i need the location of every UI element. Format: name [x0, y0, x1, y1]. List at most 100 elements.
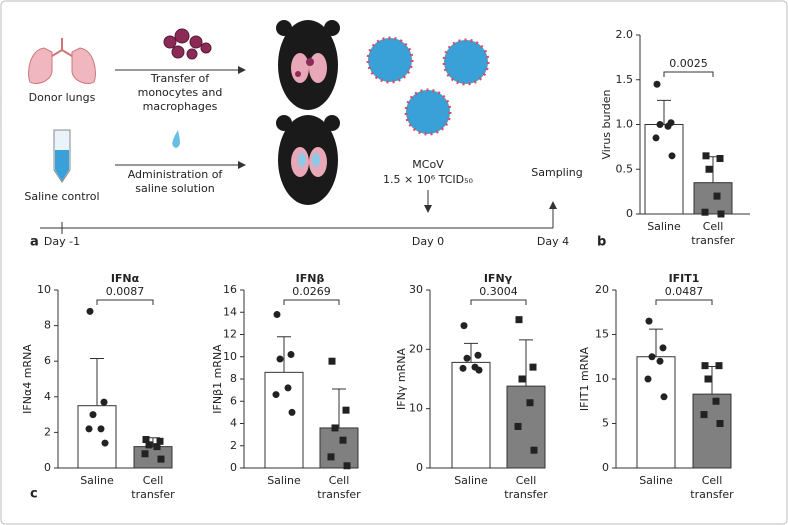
point — [475, 366, 483, 374]
x-tick-label: Saline — [647, 220, 681, 233]
point — [702, 152, 710, 160]
point — [701, 362, 709, 370]
droplet-icon — [172, 130, 180, 148]
x-tick-label: Cell transfer — [504, 474, 548, 501]
y-tick-label: 4 — [44, 390, 51, 403]
point — [86, 307, 94, 315]
point — [656, 121, 664, 128]
point — [530, 446, 538, 454]
y-tick-label: 1.5 — [616, 73, 634, 86]
point — [648, 353, 656, 361]
point — [700, 411, 708, 419]
label: Sampling — [531, 166, 583, 179]
x-tick-label: Saline — [454, 474, 488, 487]
point — [716, 155, 724, 163]
label: Saline control — [24, 190, 99, 203]
point — [339, 436, 347, 444]
p-value: 0.0025 — [669, 57, 708, 70]
x-tick-label: Saline — [639, 474, 673, 487]
y-axis-label: IFNγ mRNA — [395, 348, 408, 410]
error-bar — [657, 99, 671, 125]
day-label: Day 4 — [537, 235, 569, 248]
bracket — [663, 71, 714, 77]
error-bar — [464, 342, 478, 363]
y-axis-label: IFNβ1 mRNA — [211, 344, 224, 414]
p-value: 0.0487 — [665, 285, 704, 298]
point — [645, 317, 653, 325]
point — [664, 122, 672, 130]
chart-title: IFNα — [111, 272, 140, 285]
y-axis-label: IFNα4 mRNA — [21, 344, 34, 414]
point — [272, 391, 280, 399]
y-tick-label: 0 — [230, 461, 237, 474]
p-value: 0.0087 — [106, 285, 145, 298]
y-tick-label: 20 — [409, 342, 423, 355]
chart-title: IFNγ — [484, 272, 513, 285]
point — [276, 355, 284, 363]
y-tick-label: 6 — [230, 394, 237, 407]
point — [141, 450, 149, 458]
y-tick-label: 4 — [230, 417, 237, 430]
point — [331, 424, 339, 432]
point — [704, 375, 712, 383]
label: 1.5 × 10⁶ TCID₅₀ — [383, 173, 473, 186]
y-tick-label: 0 — [626, 207, 633, 220]
point — [529, 363, 537, 371]
bar — [644, 124, 684, 215]
y-tick-label: 5 — [602, 417, 609, 430]
y-tick-label: 10 — [223, 350, 237, 363]
point — [712, 397, 720, 405]
x-tick-label: Saline — [267, 474, 301, 487]
bar — [451, 361, 491, 469]
y-tick-label: 8 — [230, 372, 237, 385]
chart-title: IFNβ — [296, 272, 325, 285]
bar — [506, 385, 546, 469]
point — [705, 165, 713, 173]
tube-icon — [53, 129, 71, 183]
cells-icon — [163, 28, 212, 60]
point — [659, 344, 667, 352]
point — [97, 425, 105, 433]
point — [157, 455, 165, 463]
label: Donor lungs — [29, 91, 96, 104]
y-tick-label: 0 — [602, 461, 609, 474]
mouse-icon — [276, 115, 340, 205]
y-tick-label: 1.0 — [616, 118, 634, 131]
bar — [693, 182, 733, 215]
point — [85, 425, 93, 433]
x-tick-label: Saline — [80, 474, 114, 487]
panel-label: a — [30, 235, 39, 250]
point — [327, 453, 335, 461]
point — [100, 398, 108, 406]
label: MCoV — [412, 158, 444, 171]
error-bar — [332, 388, 346, 428]
point — [342, 406, 350, 414]
y-tick-label: 0 — [44, 461, 51, 474]
y-tick-label: 10 — [409, 402, 423, 415]
point — [101, 439, 109, 447]
bar — [264, 371, 304, 469]
y-tick-label: 0.5 — [616, 162, 634, 175]
point — [459, 364, 467, 372]
point — [717, 210, 725, 218]
y-axis-label: IFIT1 mRNA — [578, 346, 591, 411]
bracket — [655, 299, 713, 305]
x-tick-label: Cell transfer — [691, 220, 735, 247]
point — [701, 208, 709, 216]
p-value: 0.0269 — [292, 285, 331, 298]
y-tick-label: 20 — [595, 283, 609, 296]
virus-icons — [366, 36, 490, 136]
y-tick-label: 2.0 — [616, 28, 634, 41]
y-tick-label: 14 — [223, 305, 237, 318]
point — [660, 393, 668, 401]
point — [715, 362, 723, 370]
x-tick-label: Cell transfer — [131, 474, 175, 501]
point — [526, 399, 534, 407]
point — [273, 310, 281, 318]
point — [653, 80, 661, 88]
point — [474, 351, 482, 359]
y-tick-label: 8 — [44, 319, 51, 332]
p-value: 0.3004 — [479, 285, 518, 298]
point — [288, 408, 296, 416]
